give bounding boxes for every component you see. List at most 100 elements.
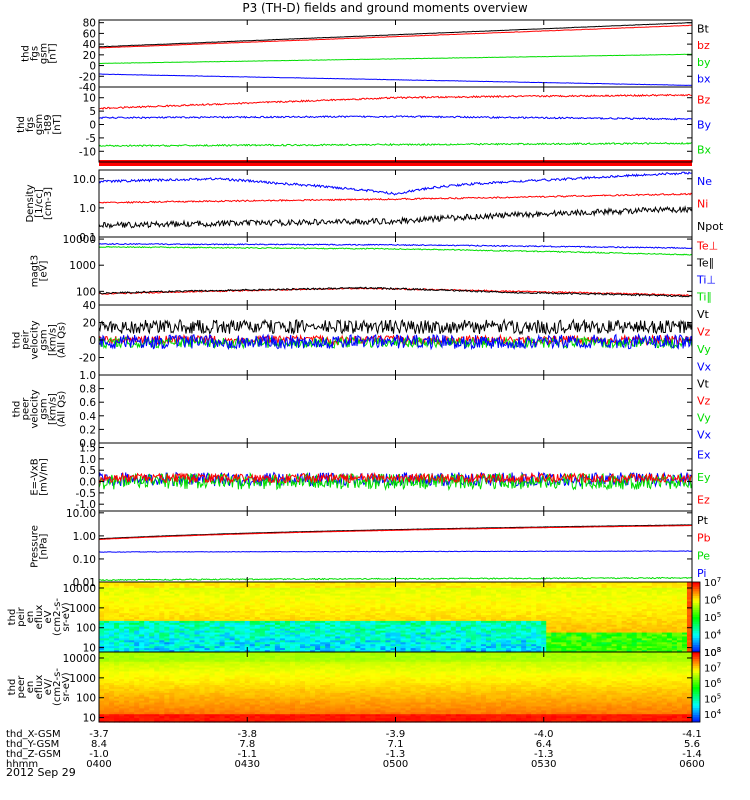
heatmap-cell [450, 593, 457, 597]
heatmap-cell [506, 609, 512, 612]
heatmap-cell [465, 611, 472, 614]
heatmap-cell [124, 585, 130, 589]
heatmap-cell [179, 632, 186, 636]
heatmap-cell [531, 628, 537, 632]
heatmap-cell [516, 638, 522, 641]
heatmap-cell [124, 661, 130, 665]
heatmap-cell [189, 597, 196, 601]
heatmap-cell [480, 626, 487, 630]
heatmap-cell [460, 613, 467, 616]
heatmap-cell [576, 615, 583, 618]
heatmap-cell [551, 648, 557, 651]
heatmap-cell [430, 638, 437, 641]
heatmap-cell [420, 648, 427, 651]
heatmap-cell [465, 640, 472, 643]
heatmap-cell [415, 642, 422, 645]
heatmap-cell [425, 636, 432, 639]
heatmap-cell [305, 585, 311, 589]
heatmap-cell [224, 626, 231, 630]
heatmap-cell [279, 638, 286, 641]
heatmap-cell [546, 593, 552, 597]
heatmap-cell [109, 648, 115, 651]
heatmap-cell [340, 644, 346, 647]
heatmap-cell [119, 657, 125, 661]
heatmap-cell [465, 615, 472, 618]
heatmap-cell [455, 605, 462, 608]
heatmap-cell [114, 583, 120, 587]
heatmap-cell [666, 650, 673, 653]
heatmap-cell [149, 609, 155, 612]
heatmap-cell [219, 595, 226, 599]
heatmap-cell [119, 700, 125, 704]
heatmap-cell [621, 589, 628, 593]
heatmap-cell [561, 599, 567, 603]
heatmap-cell [109, 681, 115, 684]
heatmap-cell [174, 615, 181, 618]
heatmap-cell [556, 618, 562, 622]
heatmap-cell [390, 609, 397, 612]
heatmap-cell [124, 700, 130, 704]
heatmap-cell [470, 638, 477, 641]
heatmap-cell [536, 595, 542, 599]
heatmap-cell [144, 669, 150, 673]
heatmap-cell [405, 618, 412, 622]
heatmap-cell [576, 605, 583, 608]
heatmap-cell [455, 597, 462, 601]
heatmap-cell [611, 603, 618, 606]
heatmap-cell [310, 622, 316, 626]
heatmap-cell [636, 589, 643, 593]
y-axis-label: Density [25, 184, 36, 222]
heatmap-cell [154, 628, 160, 632]
heatmap-cell [485, 601, 492, 604]
heatmap-cell [124, 626, 130, 630]
heatmap-cell [159, 615, 165, 618]
heatmap-cell [219, 644, 226, 647]
heatmap-cell [686, 605, 693, 608]
heatmap-cell [531, 582, 537, 585]
y-tick-label: 0.6 [79, 397, 96, 409]
heatmap-cell [475, 642, 482, 645]
heatmap-cell [516, 624, 522, 628]
heatmap-cell [300, 603, 306, 606]
heatmap-cell [164, 618, 170, 622]
heatmap-cell [289, 628, 296, 632]
heatmap-cell [536, 640, 542, 643]
heatmap-cell [546, 585, 552, 589]
heatmap-cell [516, 648, 522, 651]
heatmap-cell [109, 628, 115, 632]
heatmap-cell [274, 642, 281, 645]
heatmap-cell [224, 622, 231, 626]
heatmap-cell [621, 583, 628, 587]
heatmap-cell [355, 644, 361, 647]
heatmap-cell [239, 624, 246, 628]
heatmap-cell [239, 611, 246, 614]
heatmap-cell [289, 617, 296, 620]
heatmap-cell [360, 624, 366, 628]
heatmap-cell [676, 626, 683, 630]
heatmap-cell [501, 595, 507, 599]
heatmap-cell [415, 630, 422, 634]
heatmap-cell [475, 648, 482, 651]
heatmap-cell [154, 607, 160, 610]
heatmap-cell [119, 698, 125, 702]
heatmap-cell [124, 681, 130, 684]
heatmap-cell [455, 585, 462, 589]
heatmap-cell [345, 593, 351, 597]
heatmap-cell [104, 638, 110, 641]
heatmap-cell [129, 609, 135, 612]
heatmap-cell [485, 613, 492, 616]
heatmap-cell [375, 609, 382, 612]
heatmap-cell [531, 644, 537, 647]
heatmap-cell [174, 591, 181, 595]
heatmap-cell [264, 587, 271, 591]
heatmap-cell [485, 583, 492, 587]
heatmap-cell [651, 634, 658, 638]
heatmap-cell [184, 595, 191, 599]
legend-entry: By [697, 119, 712, 132]
heatmap-cell [661, 638, 668, 641]
heatmap-cell [134, 615, 140, 618]
heatmap-cell [149, 698, 155, 702]
heatmap-cell [561, 605, 567, 608]
heatmap-cell [496, 622, 502, 626]
heatmap-cell [445, 583, 452, 587]
